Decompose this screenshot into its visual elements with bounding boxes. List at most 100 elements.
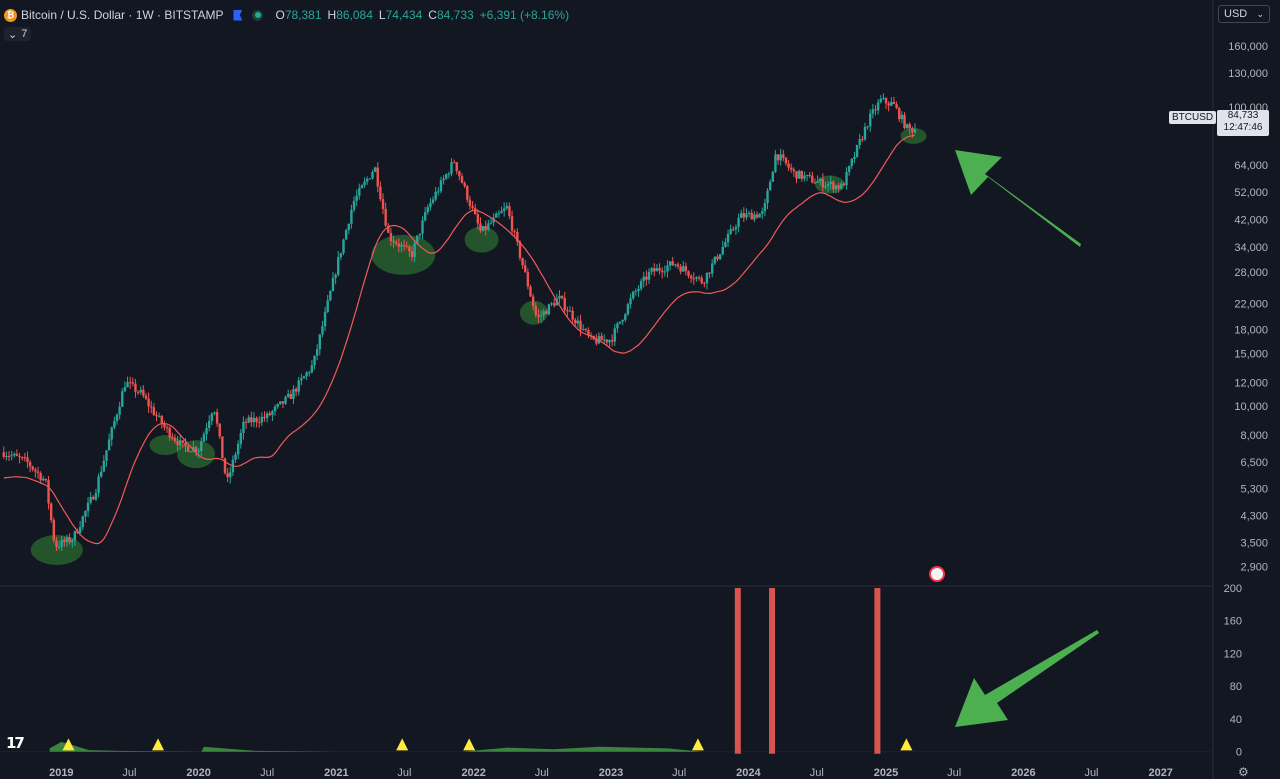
chart-header: ₿ Bitcoin / U.S. Dollar · 1W · BITSTAMP … <box>4 6 569 24</box>
ma-line <box>3 134 916 545</box>
last-price-box: 84,733 12:47:46 <box>1217 110 1269 136</box>
candle-body <box>884 98 888 104</box>
candle-body <box>392 240 395 243</box>
currency-select[interactable]: USD ⌄ <box>1218 5 1270 23</box>
price-tick-label: 18,000 <box>1234 325 1268 337</box>
candle-body <box>608 340 611 343</box>
candle-body <box>113 421 116 428</box>
candle-body <box>376 167 379 187</box>
candle-body <box>505 206 508 209</box>
candle-body <box>695 277 698 279</box>
candle-body <box>176 440 179 446</box>
candle-body <box>497 213 501 215</box>
time-tick-label: 2022 <box>461 767 485 779</box>
candle-body <box>692 278 695 280</box>
candle-body <box>534 306 537 315</box>
candle-body <box>516 231 519 242</box>
candle-body <box>389 232 393 241</box>
support-highlights <box>30 127 927 565</box>
candle-body <box>102 460 106 472</box>
candle-body <box>126 382 129 388</box>
candle-body <box>81 516 84 528</box>
candle-body <box>521 257 524 266</box>
low-value: 74,434 <box>385 8 423 22</box>
candle-body <box>78 527 82 533</box>
symbol-title[interactable]: Bitcoin / U.S. Dollar · 1W · BITSTAMP <box>21 8 224 22</box>
candle-body <box>323 311 327 327</box>
candle-body <box>71 540 74 543</box>
candle-body <box>716 256 719 260</box>
candle-body <box>471 206 474 209</box>
candle-body <box>837 185 840 189</box>
candle-body <box>863 126 867 140</box>
candle-body <box>294 388 298 392</box>
candle-body <box>318 334 322 350</box>
time-tick-label: Jul <box>535 767 549 779</box>
candle-body <box>268 413 271 416</box>
candle-body <box>755 214 759 218</box>
candle-body <box>347 223 350 231</box>
candle-body <box>550 303 553 305</box>
candle-body <box>866 126 869 128</box>
tradingview-logo[interactable]: 17 <box>6 734 25 752</box>
candle-body <box>508 206 511 217</box>
candle-body <box>832 181 835 190</box>
gear-icon[interactable]: ⚙ <box>1238 765 1249 779</box>
candle-body <box>452 162 456 164</box>
candle-body <box>911 128 914 133</box>
candle-body <box>442 178 445 181</box>
candle-body <box>811 175 814 183</box>
candle-body <box>545 311 548 315</box>
market-status-icon[interactable] <box>252 9 264 21</box>
candle-body <box>840 183 843 189</box>
time-tick-label: 2024 <box>736 767 761 779</box>
candle-body <box>384 208 387 226</box>
candle-body <box>700 277 703 284</box>
candle-body <box>502 208 506 212</box>
candle-body <box>405 245 408 247</box>
candle-body <box>437 191 440 193</box>
symbol-price-tag: BTCUSD <box>1169 111 1217 124</box>
indicators-toggle[interactable]: ⌄ 7 <box>4 27 32 41</box>
candle-body <box>131 382 135 384</box>
candle-body <box>487 223 490 230</box>
candle-body <box>913 129 917 133</box>
candle-body <box>774 154 777 172</box>
candle-body <box>610 340 614 342</box>
candle-body <box>279 401 282 404</box>
price-tick-label: 34,000 <box>1234 242 1268 254</box>
candle-body <box>813 182 817 184</box>
candle-body <box>273 406 277 412</box>
candle-body <box>495 213 498 218</box>
candle-body <box>684 266 688 272</box>
candle-body <box>171 437 174 439</box>
candle-body <box>242 421 245 434</box>
price-tick-label: 22,000 <box>1234 299 1268 311</box>
candle-body <box>397 243 401 247</box>
candle-body <box>247 417 250 423</box>
candle-body <box>263 416 266 418</box>
candle-body <box>165 427 169 429</box>
flag-icon[interactable] <box>233 9 243 21</box>
candle-body <box>234 454 237 460</box>
candle-body <box>637 288 640 292</box>
spike-bar <box>769 588 776 754</box>
price-tick-label: 28,000 <box>1234 267 1268 279</box>
candle-body <box>761 211 764 214</box>
price-tick-label: 2,900 <box>1240 562 1268 574</box>
low-key: L <box>378 8 386 22</box>
candle-body <box>908 124 911 129</box>
candle-body <box>352 200 356 210</box>
time-tick-label: Jul <box>122 767 136 779</box>
candle-body <box>466 186 469 200</box>
us-flag-event-icon[interactable] <box>929 566 945 582</box>
candle-body <box>413 243 416 257</box>
candle-body <box>142 389 145 396</box>
candle-body <box>136 391 140 393</box>
price-tick-label: 6,500 <box>1240 457 1268 469</box>
ohlc-values: O78,381 H86,084 L74,434 C84,733 +6,391 (… <box>275 8 569 22</box>
time-tick-label: Jul <box>397 767 411 779</box>
candle-body <box>892 101 896 105</box>
candle-body <box>213 412 216 414</box>
